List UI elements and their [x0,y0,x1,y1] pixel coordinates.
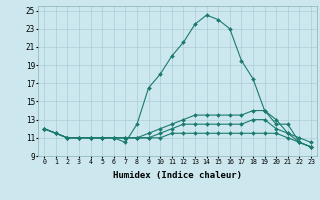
X-axis label: Humidex (Indice chaleur): Humidex (Indice chaleur) [113,171,242,180]
